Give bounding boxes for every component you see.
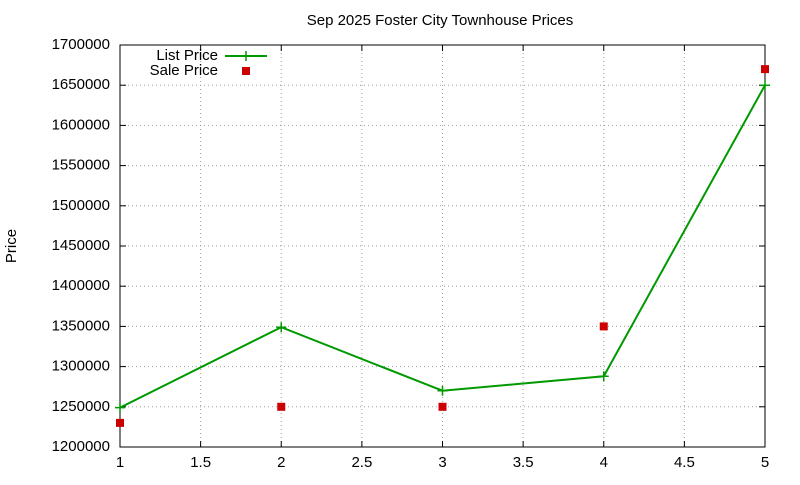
x-tick-label: 2 xyxy=(277,454,285,471)
y-tick-label: 1500000 xyxy=(52,197,110,214)
plot-border xyxy=(119,44,766,448)
legend-marker xyxy=(241,51,251,61)
x-tick-label: 4.5 xyxy=(674,454,695,471)
point xyxy=(115,402,125,413)
y-tick-label: 1400000 xyxy=(52,277,110,294)
y-tick-label: 1250000 xyxy=(52,398,110,415)
y-tick-label: 1450000 xyxy=(52,237,110,254)
point xyxy=(277,402,286,411)
legend-label: List Price xyxy=(156,47,218,64)
point xyxy=(760,80,770,91)
y-tick-label: 1650000 xyxy=(52,76,110,93)
legend-label: Sale Price xyxy=(150,62,218,79)
legend-marker xyxy=(242,67,250,75)
y-tick-label: 1550000 xyxy=(52,157,110,174)
point xyxy=(598,371,609,382)
point xyxy=(761,65,769,74)
point xyxy=(276,322,287,333)
x-tick-label: 3.5 xyxy=(513,454,534,471)
y-axis-label: Price xyxy=(3,229,20,263)
y-tick-label: 1350000 xyxy=(52,317,110,334)
x-tick-label: 1 xyxy=(116,454,124,471)
x-tick-label: 2.5 xyxy=(351,454,372,471)
point xyxy=(116,418,124,427)
y-tick-label: 1200000 xyxy=(52,438,110,455)
x-tick-label: 4 xyxy=(600,454,608,471)
y-tick-label: 1700000 xyxy=(52,36,110,53)
point xyxy=(437,385,448,396)
y-tick-label: 1300000 xyxy=(52,358,110,375)
point xyxy=(438,402,447,411)
x-tick-label: 3 xyxy=(438,454,446,471)
x-tick-label: 5 xyxy=(761,454,769,471)
chart-title: Sep 2025 Foster City Townhouse Prices xyxy=(307,12,574,29)
y-tick-label: 1600000 xyxy=(52,116,110,133)
point xyxy=(599,322,608,331)
x-tick-label: 1.5 xyxy=(190,454,211,471)
